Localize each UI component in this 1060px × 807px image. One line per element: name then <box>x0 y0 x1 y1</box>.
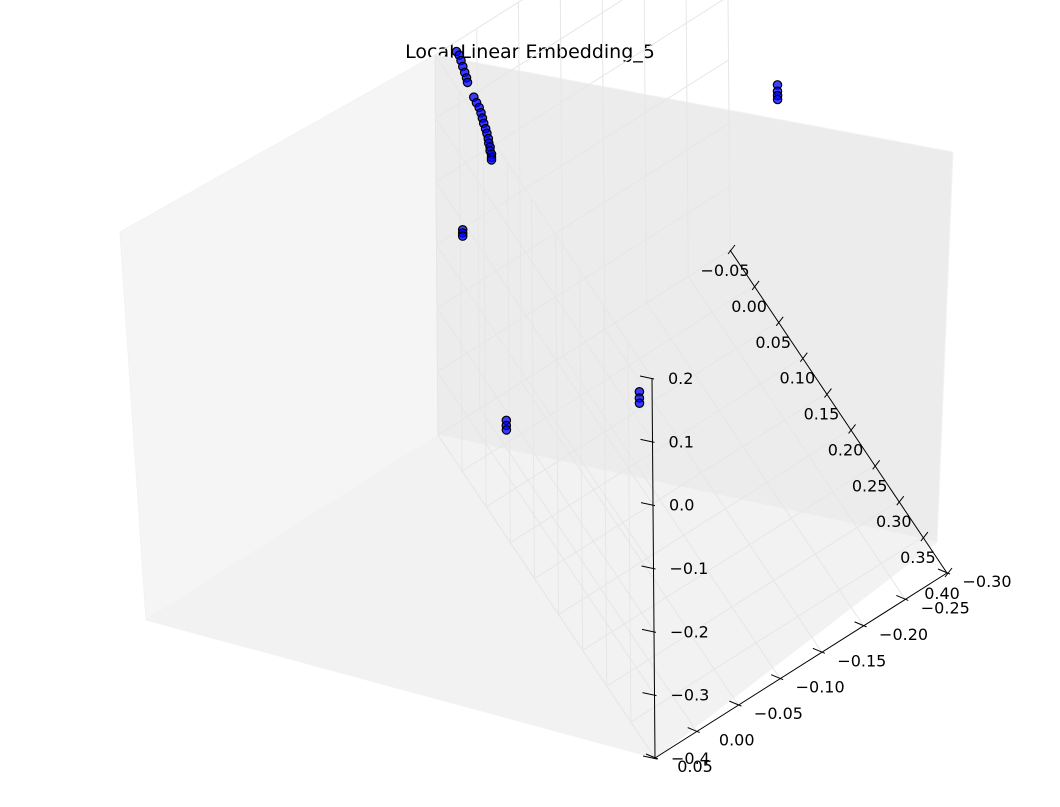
z-tick <box>642 755 658 760</box>
z-tick <box>641 628 657 633</box>
grid-line-y <box>604 329 823 653</box>
z-tick <box>642 692 657 697</box>
floor-pane <box>144 434 939 759</box>
y-tick-label: −0.20 <box>879 625 928 644</box>
grid-line-z <box>434 54 653 379</box>
chart-title: Local Linear Embedding_5 <box>405 41 655 63</box>
z-tick <box>640 438 655 443</box>
x-tick-label: 0.05 <box>755 333 791 352</box>
y-axis-line <box>654 572 948 759</box>
grid-line-x <box>630 536 924 723</box>
grid-lines <box>434 0 948 759</box>
scatter-point <box>772 94 783 105</box>
grid-line-y <box>646 302 864 627</box>
z-tick <box>640 502 656 507</box>
z-axis-line <box>651 377 656 759</box>
x-axis-line <box>729 249 948 574</box>
y-tick <box>687 727 700 734</box>
z-tick-label: −0.3 <box>671 686 710 705</box>
y-tick <box>729 700 742 707</box>
grid-line-z <box>437 371 655 695</box>
y-tick <box>812 647 826 654</box>
grid-line-z <box>436 308 655 632</box>
x-tick-label: 0.35 <box>900 548 936 567</box>
grid-line-z <box>437 186 730 373</box>
grid-line-z <box>435 0 724 183</box>
z-tick <box>639 375 655 380</box>
x-tick-label: 0.20 <box>828 440 864 459</box>
x-tick-label: 0.25 <box>852 476 888 495</box>
grid-line-x <box>534 393 827 579</box>
y-tick-label: −0.05 <box>754 704 803 723</box>
x-tick-label: 0.30 <box>876 512 912 531</box>
x-tick <box>872 460 881 470</box>
grid-line-x <box>461 285 755 472</box>
z-tick-label: −0.1 <box>670 559 709 578</box>
grid-line-z <box>436 122 730 309</box>
grid-line-z <box>435 0 624 119</box>
y-tick-label: −0.15 <box>837 651 886 670</box>
scatter-point <box>634 398 645 408</box>
grid-line-y <box>562 355 781 679</box>
grid-line-z <box>435 181 654 505</box>
z-tick <box>641 565 656 570</box>
y-tick-label: −0.25 <box>921 598 970 617</box>
scatter-point <box>501 425 512 435</box>
grid-line-z <box>436 244 654 569</box>
x-tick-label: 0.00 <box>731 297 767 316</box>
z-tick-label: 0.1 <box>669 432 694 451</box>
grid-line-z <box>437 434 656 759</box>
scatter-point <box>486 155 497 165</box>
grid-line-y <box>687 276 906 600</box>
grid-line-z <box>436 59 729 246</box>
y-tick-label: −0.10 <box>796 678 845 697</box>
x-tick <box>775 316 784 327</box>
y-tick <box>645 753 659 760</box>
grid-line-y <box>479 408 698 732</box>
z-tick-label: 0.2 <box>668 369 693 388</box>
y-tick <box>896 594 909 601</box>
y-tick-label: −0.30 <box>962 572 1011 591</box>
y-tick <box>770 674 784 681</box>
x-tick <box>896 495 905 506</box>
scatter-point <box>457 231 468 241</box>
x-tick-label: 0.40 <box>924 584 960 603</box>
grid-line-x <box>582 464 875 651</box>
z-tick-label: 0.0 <box>669 496 694 515</box>
data-points <box>451 46 783 435</box>
grid-line-z <box>435 118 653 442</box>
y-tick-label: 0.00 <box>719 731 755 750</box>
z-tick-label: −0.4 <box>671 749 710 768</box>
x-tick <box>824 388 832 398</box>
x-tick <box>799 352 808 362</box>
x-tick <box>751 280 760 291</box>
x-tick <box>727 244 736 255</box>
grid-line-z <box>434 0 523 56</box>
grid-line-z <box>437 249 731 436</box>
x-tick <box>848 424 856 434</box>
y-tick <box>937 568 951 575</box>
grid-line-x <box>558 429 851 615</box>
grid-line-x <box>510 357 803 544</box>
grid-line-y <box>521 381 739 706</box>
z-tick-label: −0.2 <box>670 622 709 641</box>
y-tick <box>854 621 867 628</box>
x-tick-label: −0.05 <box>700 261 749 280</box>
x-tick-label: 0.15 <box>804 405 840 424</box>
y-tick-label: 0.05 <box>677 757 713 776</box>
grid-line-x <box>606 500 900 687</box>
scatter-point <box>462 77 473 88</box>
x-tick <box>944 567 953 578</box>
grid-line-x <box>485 321 779 508</box>
axes: −0.05 0.00 0.05 0.10 0.15 0.20 0.25 0.30 0.35 0.4… <box>639 244 1012 776</box>
x-tick <box>920 531 929 542</box>
x-tick-label: 0.10 <box>780 369 816 388</box>
